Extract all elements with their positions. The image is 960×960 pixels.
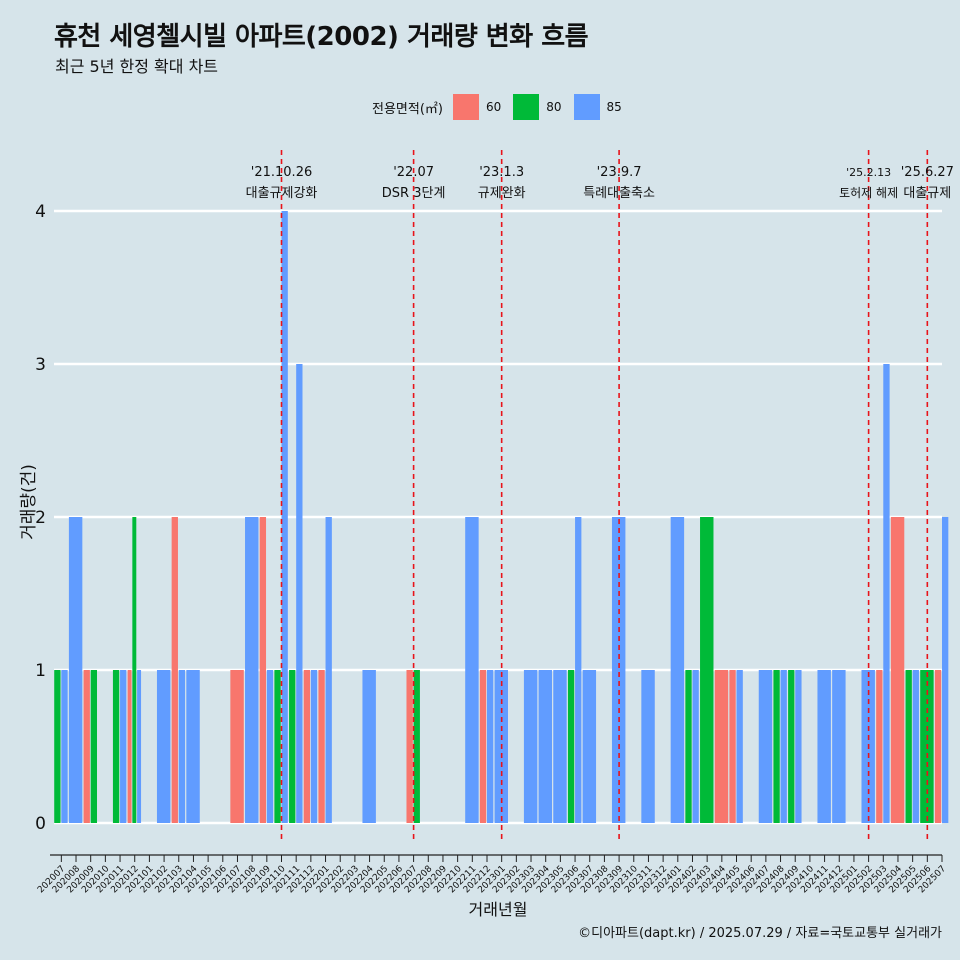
bar-202306-80 — [567, 670, 575, 823]
bar-202405-85 — [736, 670, 743, 823]
bar-202111-85 — [296, 364, 303, 823]
legend-label-80: 80 — [546, 100, 562, 114]
event-date-2: '23.1.3 — [479, 165, 524, 180]
bar-202011-85 — [120, 670, 127, 823]
bar-202207-60 — [406, 670, 413, 823]
source-caption: ©디아파트(dapt.kr) / 2025.07.29 / 자료=국토교통부 실… — [578, 926, 942, 941]
bar-202505-85 — [912, 670, 919, 823]
bar-202109-60 — [259, 517, 267, 823]
bar-202103-60 — [171, 517, 178, 823]
legend-swatch-60 — [452, 94, 479, 120]
bar-202009-80 — [90, 670, 98, 823]
bar-202311-85 — [641, 670, 655, 823]
bar-202408-80 — [773, 670, 780, 823]
bar-202507-85 — [942, 517, 949, 823]
bar-202309-85 — [611, 517, 626, 823]
bar-202109-85 — [266, 670, 274, 823]
legend-item-80: 80 — [513, 94, 565, 120]
bar-202503-85 — [883, 364, 890, 823]
y-axis-title: 거래량(건) — [19, 464, 39, 540]
bar-202111-80 — [289, 670, 296, 823]
bar-202007-80 — [54, 670, 61, 823]
bar-202507-60 — [934, 670, 942, 823]
bar-202405-60 — [729, 670, 736, 823]
bar-202404-60 — [714, 670, 729, 823]
y-tick-label-3: 3 — [35, 355, 46, 375]
bar-202110-85 — [281, 211, 288, 823]
event-date-1: '22.07 — [393, 165, 434, 180]
chart-title: 휴천 세영첼시빌 아파트(2002) 거래량 변화 흐름 — [54, 22, 589, 52]
bar-202212-60 — [479, 670, 487, 823]
legend-label-60: 60 — [485, 100, 502, 114]
legend-swatch-80 — [513, 94, 540, 120]
bar-202409-85 — [795, 670, 802, 823]
event-date-0: '21.10.26 — [251, 165, 312, 180]
bar-202012-60 — [127, 670, 132, 823]
event-label-3: 특례대출축소 — [583, 186, 655, 201]
bar-202112-85 — [310, 670, 318, 823]
bar-202212-85 — [486, 670, 494, 823]
event-label-4: 토허제 해제 — [839, 186, 898, 200]
bar-202305-85 — [553, 670, 567, 823]
bar-202201-60 — [318, 670, 325, 823]
bar-202304-85 — [538, 670, 553, 823]
bar-202411-85 — [817, 670, 831, 823]
event-label-2: 규제완화 — [478, 186, 526, 201]
event-date-4: '25.2.13 — [846, 166, 891, 179]
bar-202102-85 — [156, 670, 171, 823]
legend-label-85: 85 — [606, 100, 622, 114]
bar-202306-85 — [575, 517, 582, 823]
bar-202409-80 — [788, 670, 795, 823]
bar-202009-60 — [83, 670, 90, 823]
bar-202503-60 — [876, 670, 883, 823]
bar-202211-85 — [465, 517, 479, 823]
bar-202204-85 — [362, 670, 376, 823]
bar-202401-85 — [670, 517, 685, 823]
y-tick-label-0: 0 — [35, 814, 46, 834]
bar-202007-85 — [61, 670, 68, 823]
bar-202207-80 — [413, 670, 420, 823]
legend-swatch-85 — [573, 94, 600, 120]
bar-202112-60 — [303, 670, 311, 823]
bar-202201-85 — [325, 517, 332, 823]
event-date-5: '25.6.27 — [901, 165, 954, 180]
legend-item-85: 85 — [573, 94, 626, 120]
legend: 전용면적(㎡) 60 80 85 — [372, 93, 634, 121]
bar-202011-80 — [112, 670, 120, 823]
bar-202412-85 — [832, 670, 846, 823]
bar-202110-80 — [274, 670, 281, 823]
y-tick-label-1: 1 — [35, 661, 46, 681]
bar-202103-85 — [178, 670, 186, 823]
bar-202012-85 — [137, 670, 142, 823]
bar-202505-80 — [905, 670, 912, 823]
y-tick-label-2: 2 — [35, 508, 46, 528]
chart-subtitle: 최근 5년 한정 확대 차트 — [55, 57, 219, 76]
bar-202108-85 — [245, 517, 259, 823]
bar-202107-60 — [230, 670, 244, 823]
bar-202403-80 — [700, 517, 714, 823]
bar-202303-85 — [523, 670, 538, 823]
legend-item-60: 60 — [452, 94, 505, 120]
event-date-3: '23.9.7 — [597, 165, 642, 180]
event-label-0: 대출규제강화 — [246, 186, 318, 201]
legend-title: 전용면적(㎡) — [372, 101, 443, 117]
x-axis-title: 거래년월 — [469, 900, 528, 919]
bar-202402-80 — [685, 670, 692, 823]
bar-202402-85 — [692, 670, 699, 823]
bar-202408-85 — [780, 670, 787, 823]
bar-202008-85 — [68, 517, 83, 823]
event-label-5: 대출규제 — [903, 186, 951, 201]
bar-202407-85 — [758, 670, 773, 823]
bar-202104-85 — [186, 670, 200, 823]
bar-202307-85 — [582, 670, 597, 823]
event-label-1: DSR 3단계 — [382, 186, 446, 201]
bar-202504-60 — [890, 517, 905, 823]
y-tick-label-4: 4 — [35, 202, 46, 222]
bar-202012-80 — [132, 517, 137, 823]
